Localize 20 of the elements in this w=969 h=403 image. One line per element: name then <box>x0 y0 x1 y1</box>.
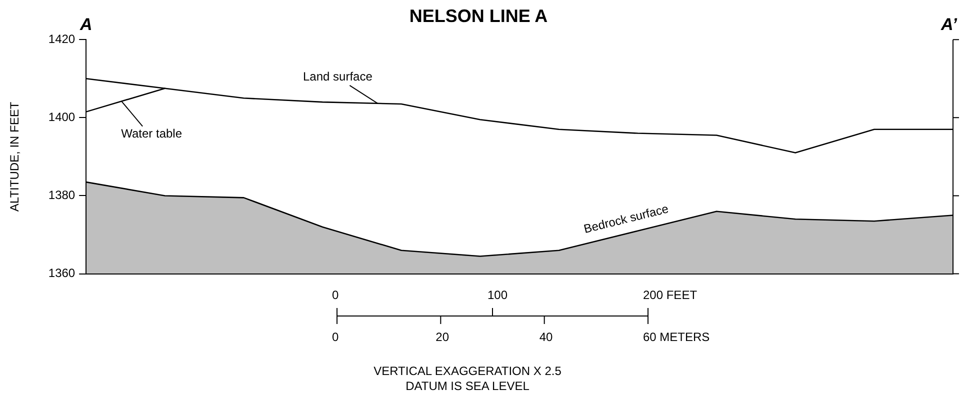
text: 20 <box>436 330 450 344</box>
text: 0 <box>332 288 339 302</box>
series-label: Land surface <box>302 70 373 84</box>
text: 40 <box>539 330 554 344</box>
text: 100 <box>488 288 508 302</box>
text: 0 <box>332 330 339 344</box>
y-tick-label: 1420 <box>48 32 76 46</box>
y-axis-title: ALTITUDE, IN FEET <box>8 101 22 212</box>
text: DATUM IS SEA LEVEL <box>406 379 530 393</box>
text: A <box>78 14 92 34</box>
text: 60 METERS <box>643 330 710 344</box>
text: 200 FEET <box>643 288 698 302</box>
text: VERTICAL EXAGGERATION X 2.5 <box>374 364 562 378</box>
y-tick-label: 1360 <box>48 266 76 280</box>
text: Bedrock surface <box>582 202 670 236</box>
text: A’ <box>940 14 958 34</box>
y-tick-label: 1380 <box>48 188 76 202</box>
chart-title: NELSON LINE A <box>409 6 548 26</box>
y-tick-label: 1400 <box>48 110 76 124</box>
legend-label: Water table <box>121 126 182 141</box>
